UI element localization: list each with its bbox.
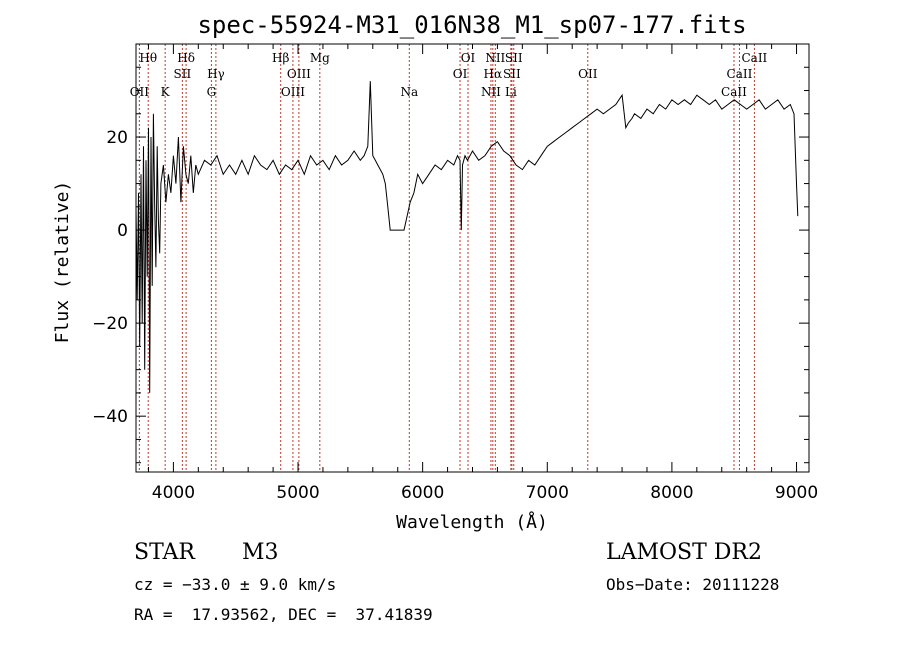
chart-title: spec-55924-M31_016N38_M1_sp07-177.fits bbox=[197, 11, 746, 39]
x-tick-label: 5000 bbox=[276, 483, 319, 503]
x-tick-label: 7000 bbox=[526, 483, 569, 503]
line-label-13: OI bbox=[453, 67, 468, 81]
line-label-16: NII bbox=[481, 85, 501, 99]
line-label-1: OII bbox=[130, 85, 150, 99]
coordinates: RA = 17.93562, DEC = 37.41839 bbox=[134, 605, 433, 624]
y-axis: −40 −20 0 20 bbox=[92, 43, 809, 464]
series-layer bbox=[135, 81, 799, 393]
line-label-10: Mg bbox=[310, 51, 330, 65]
y-tick-label: 0 bbox=[117, 221, 128, 241]
survey-name: LAMOST DR2 bbox=[606, 540, 762, 565]
line-label-22: CaII bbox=[727, 67, 753, 81]
x-axis: 4000 5000 6000 7000 8000 9000 bbox=[147, 44, 818, 503]
line-label-18: SII bbox=[503, 67, 521, 81]
line-label-5: Hγ bbox=[207, 67, 225, 81]
line-label-9: OIII bbox=[281, 85, 305, 99]
x-tick-label: 6000 bbox=[401, 483, 444, 503]
line-label-15: Hα bbox=[484, 67, 503, 81]
y-tick-label: 20 bbox=[106, 128, 128, 148]
line-label-12: OI bbox=[461, 51, 476, 65]
line-markers bbox=[138, 44, 755, 472]
y-tick-label: −40 bbox=[92, 407, 128, 427]
object-class: STAR bbox=[134, 540, 195, 565]
line-label-19: Li bbox=[505, 85, 517, 99]
line-label-17: SII bbox=[505, 51, 523, 65]
line-label-4: SII bbox=[174, 67, 192, 81]
x-axis-label: Wavelength (Å) bbox=[396, 511, 548, 533]
y-tick-label: −20 bbox=[92, 314, 128, 334]
plot-frame bbox=[135, 43, 810, 473]
redshift-readout: cz = −33.0 ± 9.0 km/s bbox=[134, 575, 337, 594]
obs-date: Obs−Date: 20111228 bbox=[606, 575, 780, 594]
line-label-6: G bbox=[207, 85, 217, 99]
line-label-11: Na bbox=[400, 85, 418, 99]
y-axis-label: Flux (relative) bbox=[52, 181, 73, 344]
line-label-21: CaII bbox=[741, 51, 767, 65]
line-label-23: CaII bbox=[721, 85, 747, 99]
x-tick-label: 4000 bbox=[152, 483, 195, 503]
line-label-0: Hθ bbox=[139, 51, 157, 65]
line-label-2: K bbox=[161, 85, 171, 99]
line-label-20: OII bbox=[578, 67, 598, 81]
line-annotations: Hθ OII K Hδ SII Hγ G Hβ OIII OIII Mg Na OI OI NII Hα NII… bbox=[130, 51, 768, 99]
line-label-7: Hβ bbox=[272, 51, 289, 65]
spectrum-series-0 bbox=[135, 81, 799, 393]
line-label-3: Hδ bbox=[177, 51, 195, 65]
x-tick-label: 9000 bbox=[775, 483, 818, 503]
x-tick-label: 8000 bbox=[650, 483, 693, 503]
line-label-8: OIII bbox=[287, 67, 311, 81]
line-label-14: NII bbox=[485, 51, 505, 65]
object-subclass: M3 bbox=[242, 540, 279, 565]
